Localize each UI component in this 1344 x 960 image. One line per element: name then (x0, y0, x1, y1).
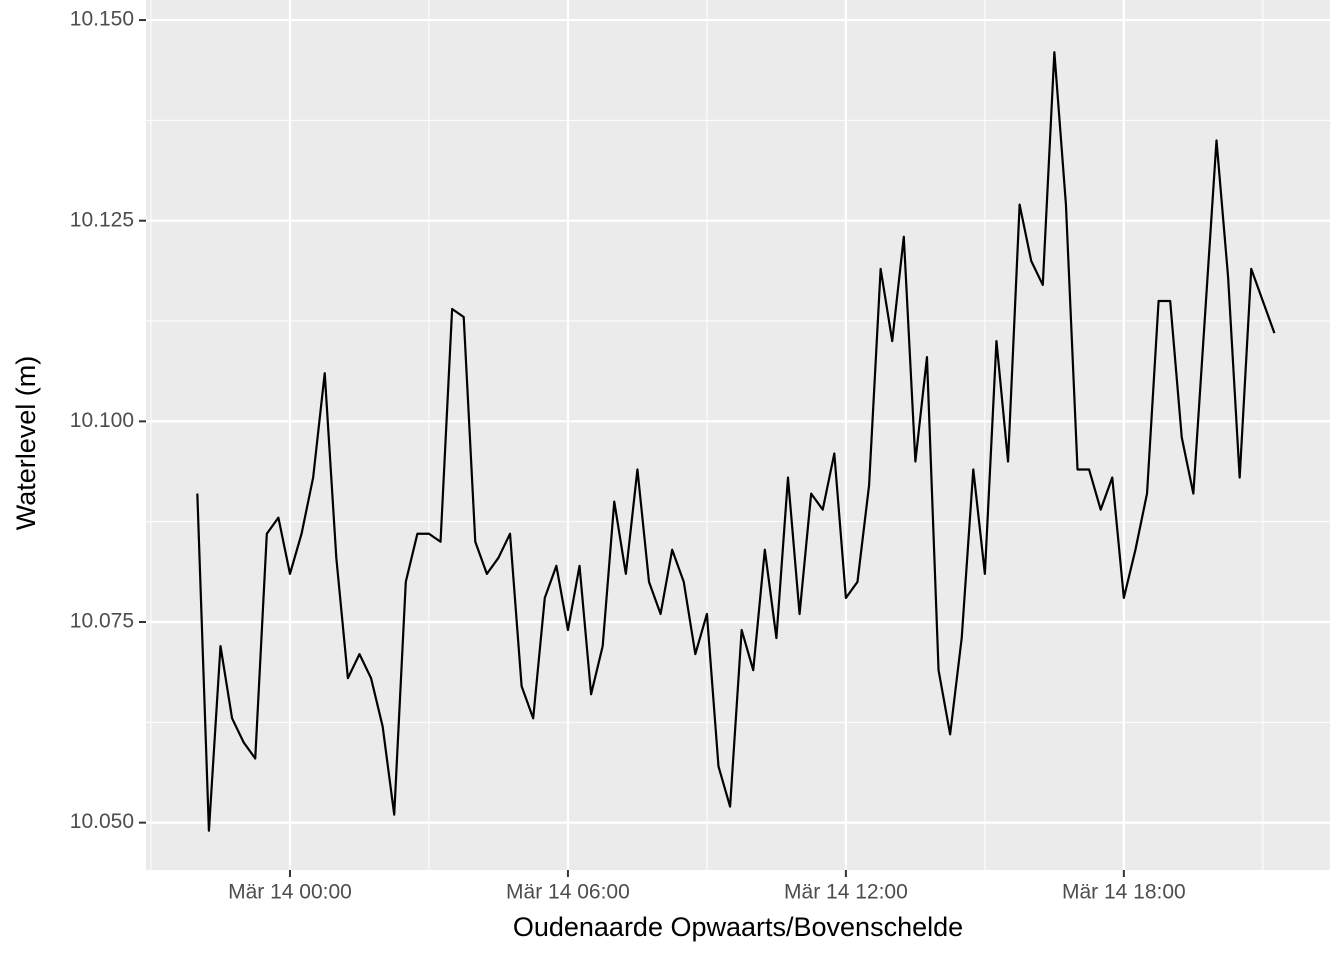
x-axis-title: Oudenaarde Opwaarts/Bovenschelde (513, 912, 963, 942)
panel (146, 0, 1330, 870)
y-tick-label: 10.050 (70, 810, 134, 833)
y-tick-label: 10.150 (70, 8, 134, 31)
line-series (196, 51, 1276, 832)
y-axis-title: Waterlevel (m) (11, 356, 41, 531)
x-tick-label: Mär 14 18:00 (1062, 881, 1186, 904)
x-tick-label: Mär 14 06:00 (506, 881, 630, 904)
x-tick-label: Mär 14 12:00 (784, 881, 908, 904)
y-tick-label: 10.100 (70, 409, 134, 432)
x-tick-label: Mär 14 00:00 (228, 881, 352, 904)
y-tick-label: 10.125 (70, 208, 134, 231)
y-tick-label: 10.075 (70, 610, 134, 633)
